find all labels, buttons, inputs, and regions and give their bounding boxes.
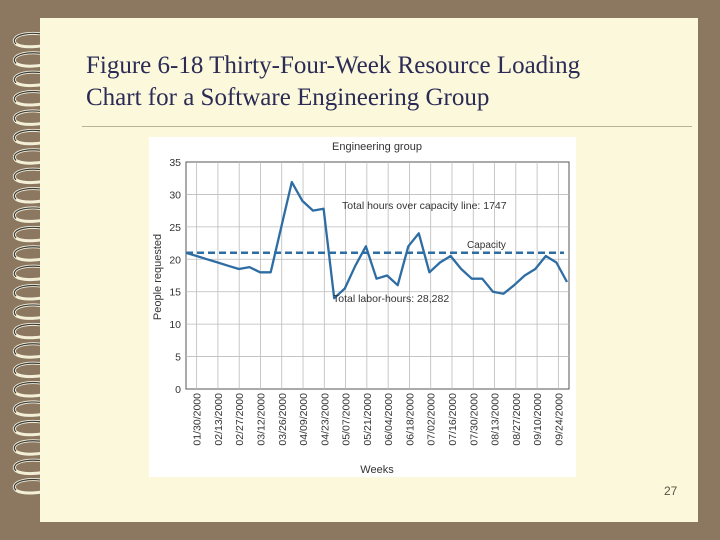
- y-tick-label: 35: [169, 157, 181, 169]
- y-tick-label: 25: [169, 222, 181, 234]
- annotation-over-capacity: Total hours over capacity line: 1747: [342, 200, 507, 212]
- title-divider: [82, 126, 692, 127]
- x-axis-label: Weeks: [360, 464, 394, 476]
- y-tick-label: 5: [175, 352, 181, 364]
- x-tick-label: 04/09/2000: [298, 393, 310, 446]
- x-tick-label: 03/12/2000: [255, 393, 267, 446]
- x-tick-label: 01/30/2000: [192, 393, 204, 446]
- slide-title: Figure 6-18 Thirty-Four-Week Resource Lo…: [86, 50, 686, 114]
- y-tick-label: 10: [169, 319, 181, 331]
- line-chart: Engineering group Weeks People requested…: [152, 141, 570, 476]
- x-tick-label: 08/27/2000: [511, 393, 523, 446]
- slide-title-line-2: Chart for a Software Engineering Group: [86, 84, 490, 111]
- x-tick-label: 06/04/2000: [383, 393, 395, 446]
- y-tick-label: 30: [169, 189, 181, 201]
- annotation-total-labor: Total labor-hours: 28,282: [333, 293, 449, 305]
- capacity-label: Capacity: [467, 240, 506, 251]
- x-tick-label: 05/21/2000: [362, 393, 374, 446]
- x-tick-label: 09/10/2000: [532, 393, 544, 446]
- x-tick-label: 02/13/2000: [213, 393, 225, 446]
- chart-panel: Engineering group Weeks People requested…: [149, 137, 576, 477]
- x-tick-label: 03/26/2000: [277, 393, 289, 446]
- y-axis-label: People requested: [152, 234, 164, 320]
- slide-title-line-1: Figure 6-18 Thirty-Four-Week Resource Lo…: [86, 52, 581, 79]
- x-tick-label: 04/23/2000: [319, 393, 331, 446]
- x-tick-label: 07/02/2000: [426, 393, 438, 446]
- page-number: 27: [664, 484, 678, 498]
- x-tick-label: 02/27/2000: [234, 393, 246, 446]
- x-tick-label: 07/30/2000: [468, 393, 480, 446]
- x-tick-label: 06/18/2000: [404, 393, 416, 446]
- x-tick-label: 09/24/2000: [553, 393, 565, 446]
- chart-title: Engineering group: [332, 141, 422, 153]
- x-tick-label: 05/07/2000: [341, 393, 353, 446]
- series-line-people-requested: [185, 180, 569, 300]
- y-tick-label: 15: [169, 287, 181, 299]
- y-tick-label: 20: [169, 254, 181, 266]
- x-tick-label: 08/13/2000: [490, 393, 502, 446]
- plot-frame: [185, 161, 570, 390]
- y-tick-label: 0: [175, 384, 181, 396]
- x-tick-label: 07/16/2000: [447, 393, 459, 446]
